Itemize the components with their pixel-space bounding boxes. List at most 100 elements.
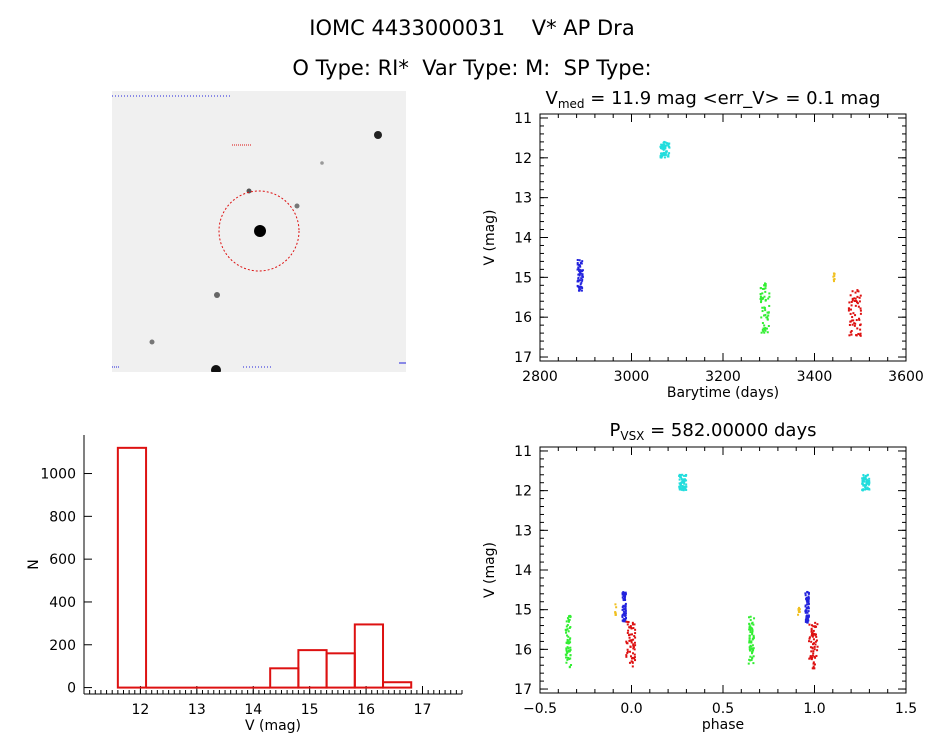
data-point-red [811,654,814,657]
data-point-red [809,646,812,649]
chart-title-text: = 11.9 mag <err_V> = 0.1 mag [585,88,881,109]
data-point-green [752,634,755,637]
data-point-cyan [660,146,663,149]
data-point-cyan [663,145,666,148]
data-point-green [750,627,753,630]
data-point-green [764,327,767,330]
data-point-cyan [678,485,681,488]
data-point-cyan [868,481,871,484]
data-point-blue [580,262,583,265]
data-point-red [858,317,861,320]
data-point-green [767,297,770,300]
y-tick-label: 12 [514,151,532,167]
data-point-red [625,642,628,645]
data-point-red [853,300,856,303]
star [211,365,221,372]
data-point-cyan [862,483,865,486]
data-point-green [566,624,569,627]
data-point-red [856,301,859,304]
data-point-red [859,324,862,327]
y-tick-label: 12 [514,484,532,500]
data-point-blue [621,606,624,609]
data-point-blue [577,273,580,276]
x-axis-label: phase [702,717,744,733]
data-point-red [634,632,637,635]
data-point-blue [579,265,582,268]
data-point-blue [805,609,808,612]
data-point-blue [621,596,624,599]
data-point-red [851,299,854,302]
data-point-green [763,314,766,317]
data-point-red [849,320,852,323]
target-star [254,225,266,237]
data-point-red [811,656,814,659]
data-point-orange [798,606,801,609]
data-point-cyan [659,154,662,157]
y-tick-label: 200 [49,638,76,654]
data-point-green [749,629,752,632]
data-point-red [632,643,635,646]
lightcurve-chart: Vmed = 11.9 mag <err_V> = 0.1 mag 2800 300… [482,88,924,401]
data-point-green [565,654,568,657]
data-point-cyan [864,474,867,477]
data-point-green [762,297,765,300]
data-point-green [567,656,570,659]
data-point-green [749,655,752,658]
x-tick-label: 1.5 [895,701,917,717]
data-point-blue [806,591,809,594]
data-point-green [567,615,570,618]
data-point-cyan [681,473,684,476]
data-point-blue [624,614,627,617]
data-point-cyan [861,477,864,480]
data-point-cyan [667,144,670,147]
data-point-green [751,633,754,636]
data-point-cyan [660,153,663,156]
data-point-green [748,637,751,640]
data-point-cyan [683,487,686,490]
y-tick-label: 800 [49,509,76,525]
data-point-green [569,654,572,657]
data-point-red [632,644,635,647]
data-point-cyan [660,143,663,146]
data-point-red [849,312,852,315]
data-point-red [633,641,636,644]
data-point-red [814,640,817,643]
data-point-red [857,290,860,293]
data-point-red [810,658,813,661]
data-point-red [625,620,628,623]
data-point-green [765,316,768,319]
data-point-blue [622,597,625,600]
data-point-cyan [866,479,869,482]
data-point-blue [624,606,627,609]
x-tick-label: 3200 [705,369,741,385]
x-tick-label: 0.0 [620,701,642,717]
data-point-red [811,635,814,638]
data-point-red [849,331,852,334]
data-point-blue [807,591,810,594]
y-tick-label: 15 [514,603,532,619]
data-point-blue [581,269,584,272]
data-point-blue [624,608,627,611]
data-point-red [847,309,850,312]
data-point-cyan [685,473,688,476]
data-point-green [752,662,755,665]
data-point-red [633,635,636,638]
data-point-cyan [678,475,681,478]
data-point-red [848,301,851,304]
data-point-red [808,657,811,660]
data-point-green [761,306,764,309]
data-point-cyan [862,484,865,487]
data-point-green [567,647,570,650]
data-point-red [631,623,634,626]
data-point-red [634,628,637,631]
data-point-blue [807,607,810,610]
data-point-blue [576,279,579,282]
data-point-red [632,638,635,641]
data-point-red [811,646,814,649]
data-point-green [566,638,569,641]
data-point-red [632,646,635,649]
data-point-red [630,639,633,642]
histogram-bar [353,623,385,689]
data-point-red [856,295,859,298]
data-point-green [750,652,753,655]
